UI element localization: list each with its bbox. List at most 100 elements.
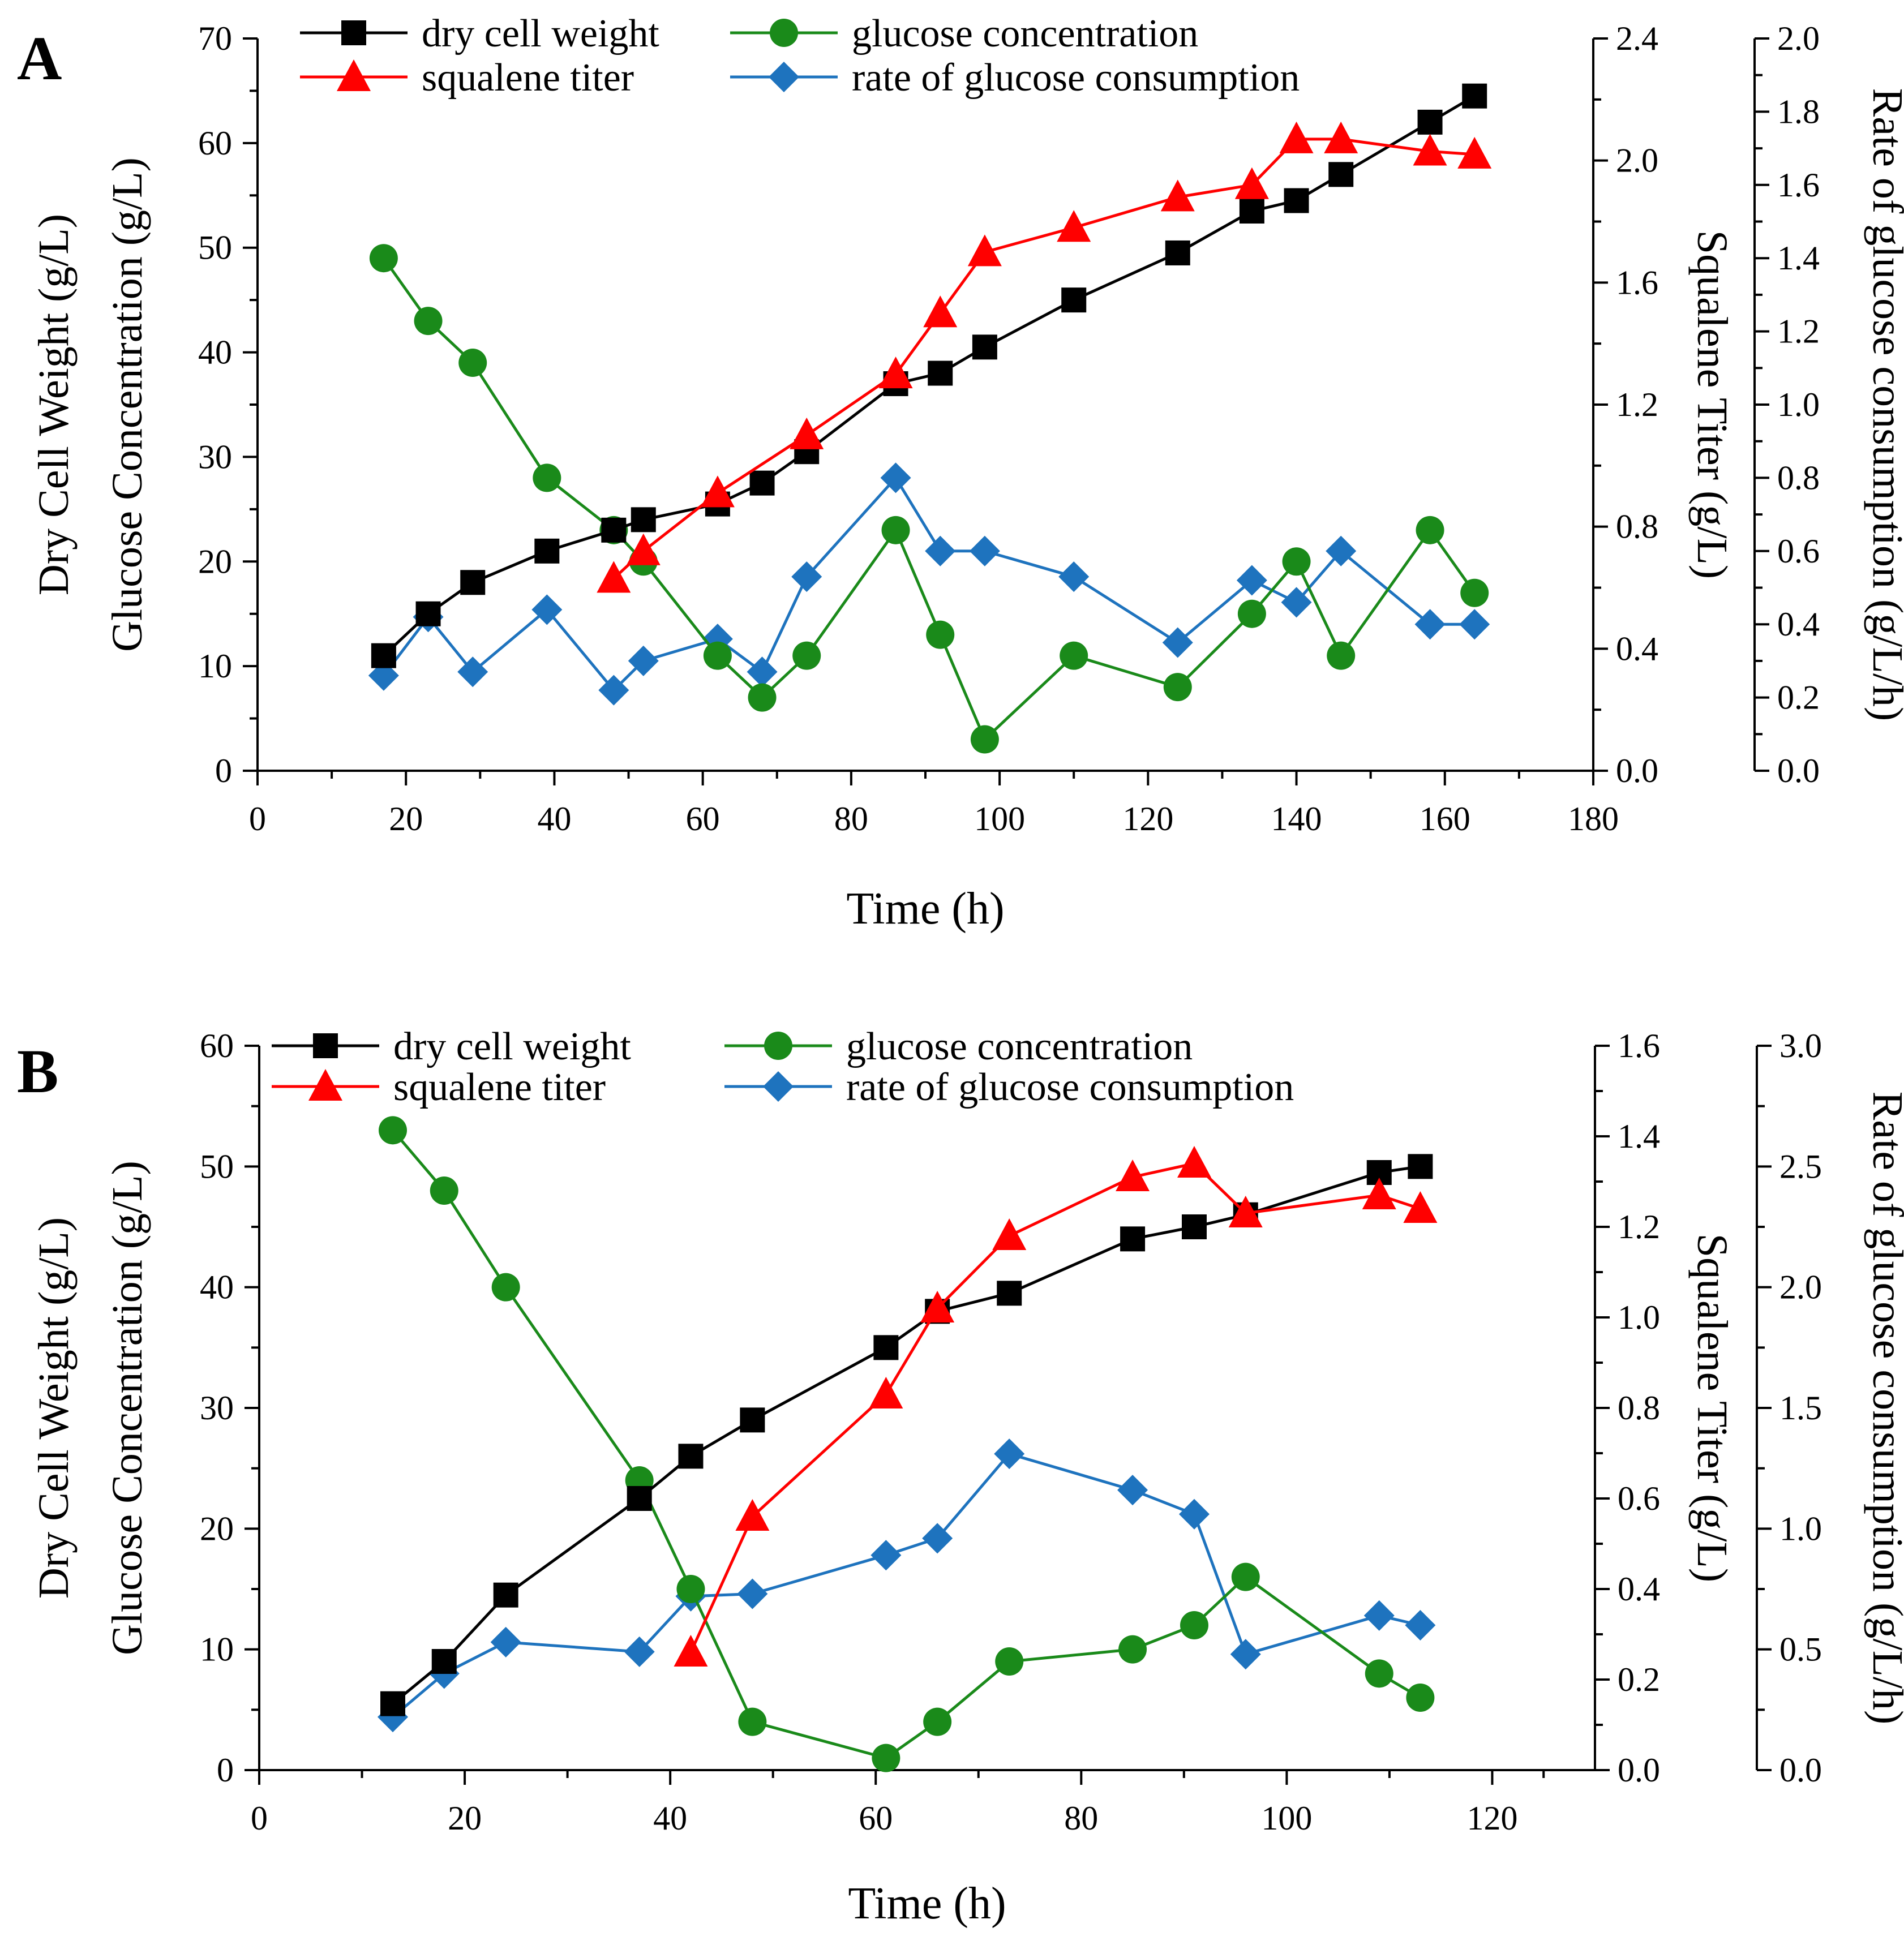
y-left-tick-label: 40 xyxy=(200,1269,234,1306)
panel-label: B xyxy=(17,1037,58,1106)
y-right2-title: Rate of glucose consumption (g/L/h) xyxy=(1864,1092,1904,1725)
x-tick-label: 60 xyxy=(859,1800,893,1837)
data-point xyxy=(880,462,911,493)
data-point xyxy=(972,334,997,360)
series-line xyxy=(392,1452,1421,1719)
data-point xyxy=(534,538,560,564)
data-point xyxy=(1462,83,1487,109)
y-right2-tick-label: 1.8 xyxy=(1777,93,1820,130)
data-point xyxy=(1163,673,1192,702)
data-point xyxy=(1460,578,1489,607)
data-point xyxy=(881,516,910,544)
data-point xyxy=(738,1707,767,1736)
legend-marker xyxy=(764,1032,792,1060)
legend-marker xyxy=(341,20,366,45)
data-point xyxy=(735,1499,770,1531)
panel-a: A 0 20 40 60 80 100 120 140 160 180 0 10 20 30 40 50 60 70… xyxy=(17,12,1904,934)
data-point xyxy=(792,641,821,670)
y-left-tick-label: 10 xyxy=(198,647,232,685)
data-point xyxy=(1160,179,1195,212)
data-point xyxy=(926,620,955,649)
data-point xyxy=(533,463,561,492)
data-point xyxy=(1408,1154,1433,1179)
panel-b: B 0 20 40 60 80 100 120 0 10 20 30 40 50 60 0.0 0.2 0.4 0.… xyxy=(17,1025,1904,1929)
data-point xyxy=(1180,1611,1208,1639)
series-dry-cell-weight xyxy=(380,1154,1433,1716)
y-right1-tick-label: 1.4 xyxy=(1618,1118,1660,1155)
data-point xyxy=(700,475,735,508)
data-point xyxy=(1179,1498,1210,1530)
data-point xyxy=(737,1578,768,1609)
y-right2-title: Rate of glucose consumption (g/L/h) xyxy=(1864,88,1904,722)
y-left-title-dcw: Dry Cell Weight (g/L) xyxy=(30,1217,78,1599)
legend-marker xyxy=(769,62,799,92)
data-point xyxy=(922,1523,953,1554)
series-squalene-titer xyxy=(674,1146,1438,1667)
y-right1-tick-label: 0.4 xyxy=(1618,1570,1660,1608)
data-point xyxy=(1324,121,1358,153)
legend-marker xyxy=(308,1069,342,1101)
y-right1-tick-label: 0.0 xyxy=(1616,752,1658,789)
x-tick-label: 0 xyxy=(249,800,266,838)
data-point xyxy=(1177,1146,1211,1178)
data-point xyxy=(1117,1475,1148,1506)
x-axis-title: Time (h) xyxy=(848,1879,1006,1929)
data-point xyxy=(1327,641,1356,670)
x-tick-label: 100 xyxy=(1261,1800,1312,1837)
legend-marker xyxy=(763,1071,794,1102)
data-point xyxy=(415,601,441,626)
data-point xyxy=(1236,565,1267,596)
data-point xyxy=(493,1582,518,1608)
data-point xyxy=(380,1691,405,1716)
y-left-tick-label: 10 xyxy=(200,1631,234,1668)
x-tick-label: 120 xyxy=(1122,800,1173,838)
y-right1-tick-label: 0.8 xyxy=(1616,508,1658,546)
y-right1-title: Squalene Titer (g/L) xyxy=(1688,230,1736,579)
data-point xyxy=(748,683,777,712)
x-tick-label: 80 xyxy=(834,800,868,838)
data-point xyxy=(430,1176,458,1205)
y-right2-tick-label: 0.0 xyxy=(1777,752,1820,789)
data-point xyxy=(1182,1214,1207,1239)
series-line xyxy=(392,1165,1421,1705)
x-tick-label: 80 xyxy=(1064,1800,1098,1837)
y-right2-tick-label: 1.5 xyxy=(1779,1389,1822,1427)
data-point xyxy=(597,561,631,593)
data-point xyxy=(747,656,778,688)
data-point xyxy=(1406,1684,1435,1712)
data-point xyxy=(1416,516,1444,544)
series-dry-cell-weight xyxy=(371,83,1487,668)
data-point xyxy=(870,1540,902,1571)
data-point xyxy=(967,234,1002,267)
y-left-tick-label: 30 xyxy=(200,1389,234,1427)
data-point xyxy=(1116,1160,1150,1191)
x-tick-label: 40 xyxy=(537,800,571,838)
y-right1-tick-label: 1.0 xyxy=(1618,1299,1660,1336)
data-point xyxy=(869,1377,903,1408)
y-right2-tick-label: 1.0 xyxy=(1779,1510,1822,1547)
y-left-tick-label: 30 xyxy=(198,438,232,475)
x-tick-label: 100 xyxy=(974,800,1025,838)
data-point xyxy=(1118,1635,1147,1664)
data-point xyxy=(1326,535,1357,566)
series-rate-of-glucose-consumption xyxy=(378,1438,1436,1733)
y-left-tick-label: 60 xyxy=(198,124,232,162)
x-tick-label: 0 xyxy=(251,1800,268,1837)
series-line xyxy=(612,138,1475,580)
data-point xyxy=(1239,199,1264,224)
series-line xyxy=(392,1129,1421,1760)
data-point xyxy=(491,1273,520,1302)
legend-label: glucose concentration xyxy=(852,12,1198,55)
x-axis-title: Time (h) xyxy=(846,884,1004,934)
data-point xyxy=(624,1636,655,1667)
legend-label: rate of glucose consumption xyxy=(852,56,1300,100)
x-tick-label: 20 xyxy=(448,1800,482,1837)
data-point xyxy=(997,1281,1022,1306)
series-glucose-concentration xyxy=(379,1116,1435,1772)
legend-marker xyxy=(313,1033,338,1058)
legend-label: squalene titer xyxy=(422,56,634,100)
data-point xyxy=(601,517,627,543)
data-point xyxy=(626,533,661,565)
y-right2-tick-label: 2.0 xyxy=(1779,1269,1822,1306)
